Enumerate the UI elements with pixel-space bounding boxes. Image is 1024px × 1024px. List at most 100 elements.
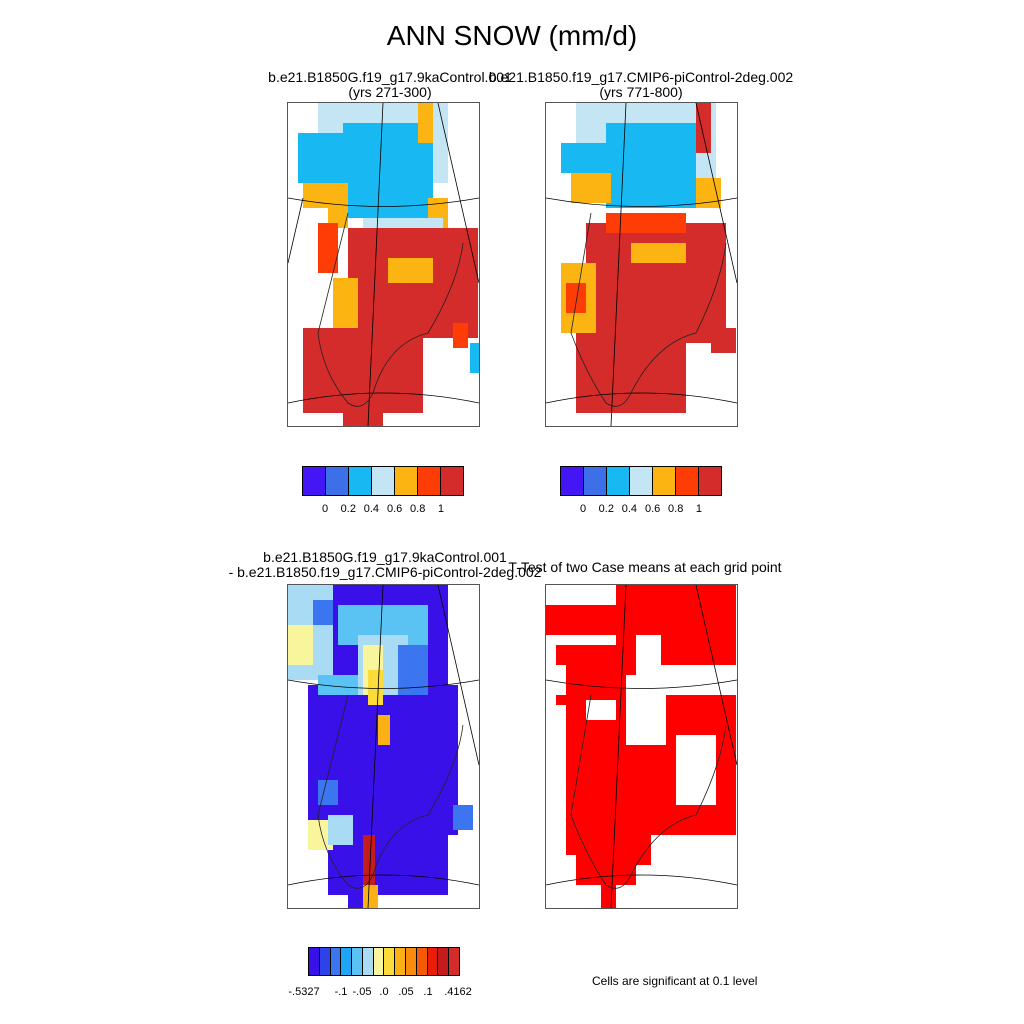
- colorbar-1-tick: 0: [322, 503, 329, 515]
- colorbar-box: [427, 948, 439, 975]
- colorbar-2-tick: 0: [580, 503, 587, 515]
- colorbar-box: [416, 948, 428, 975]
- cell: [453, 805, 473, 830]
- colorbar-box: [319, 948, 331, 975]
- colorbar-box: [561, 467, 584, 495]
- panel-3-map: [287, 584, 480, 909]
- colorbar-box: [699, 467, 721, 495]
- colorbar-3: -.5327 -.1 -.05 .0 .05 .1 .4162: [288, 947, 472, 1000]
- panel-2-title-line2: (yrs 771-800): [599, 84, 683, 100]
- cell: [318, 780, 338, 805]
- colorbar-3-tick: -.5327: [288, 986, 320, 998]
- colorbar-3-tick: .4162: [444, 986, 472, 998]
- cell: [368, 670, 383, 705]
- cell: [288, 625, 313, 665]
- colorbar-box: [395, 467, 418, 495]
- panel-3-cells: [288, 585, 473, 908]
- cell: [313, 600, 333, 625]
- nonsig-cell: [651, 835, 737, 908]
- colorbar-box: [341, 948, 353, 975]
- colorbar-box: [630, 467, 653, 495]
- colorbar-box: [372, 467, 395, 495]
- cell: [571, 173, 611, 203]
- colorbar-3-tick: -.1: [334, 986, 348, 998]
- cell: [388, 258, 433, 283]
- cell: [308, 685, 458, 835]
- cell: [566, 283, 586, 313]
- colorbar-box: [326, 467, 349, 495]
- colorbar-box: [349, 467, 372, 495]
- cell: [303, 328, 423, 413]
- colorbar-box: [384, 948, 396, 975]
- panel-4-svg: [546, 585, 737, 908]
- colorbar-1-tick: 1: [437, 503, 444, 515]
- main-title: ANN SNOW (mm/d): [386, 20, 638, 51]
- panel-3-title-line1: b.e21.B1850G.f19_g17.9kaControl.001: [263, 549, 507, 565]
- cell: [696, 103, 711, 153]
- nonsig-cell: [586, 700, 616, 720]
- significance-footnote: Cells are significant at 0.1 level: [592, 974, 758, 988]
- cell: [318, 675, 358, 695]
- nonsig-cell: [676, 735, 716, 805]
- panel-1-title: b.e21.B1850G.f19_g17.9kaControl.001 (yrs…: [220, 70, 560, 100]
- colorbar-3-tick: -.05: [352, 986, 372, 998]
- cell: [453, 323, 468, 348]
- colorbar-2-ticks: 0 0.2 0.4 0.6 0.8 1: [560, 503, 722, 517]
- panel-4-holes: [546, 635, 737, 908]
- colorbar-3-ticks: -.5327 -.1 -.05 .0 .05 .1 .4162: [288, 986, 471, 1000]
- sig-cell: [546, 605, 616, 635]
- colorbar-2-tick: 1: [695, 503, 702, 515]
- panel-2-cells: [561, 103, 736, 413]
- colorbar-3-tick: .05: [398, 986, 414, 998]
- colorbar-3-boxes: [308, 947, 460, 976]
- panel-1-title-line2: (yrs 271-300): [348, 84, 432, 100]
- colorbar-2-tick: 0.2: [598, 503, 614, 515]
- panel-4-cells: [546, 585, 736, 908]
- cell: [470, 343, 479, 373]
- colorbar-box: [676, 467, 699, 495]
- colorbar-1-ticks: 0 0.2 0.4 0.6 0.8 1: [302, 503, 464, 517]
- panel-1-cells: [298, 103, 479, 426]
- cell: [378, 715, 390, 745]
- colorbar-box: [352, 948, 363, 975]
- panel-4-title: T-Test of two Case means at each grid po…: [480, 560, 810, 575]
- colorbar-1-tick: 0.4: [363, 503, 380, 515]
- cell: [631, 243, 686, 263]
- colorbar-box: [362, 948, 374, 975]
- colorbar-1-boxes: [302, 466, 464, 496]
- panel-4-map: [545, 584, 738, 909]
- sig-cell: [631, 835, 651, 865]
- colorbar-box: [441, 467, 463, 495]
- colorbar-box: [395, 948, 407, 975]
- panel-1-title-line1: b.e21.B1850G.f19_g17.9kaControl.001: [268, 69, 512, 85]
- sig-cell: [576, 845, 636, 885]
- colorbar-box: [303, 467, 326, 495]
- cell: [363, 885, 378, 908]
- colorbar-box: [607, 467, 630, 495]
- nonsig-cell: [636, 635, 661, 670]
- colorbar-1-tick: 0.8: [410, 503, 426, 515]
- cell: [711, 328, 736, 353]
- panel-2-title: b.e21.B1850.f19_g17.CMIP6-piControl-2deg…: [471, 70, 811, 100]
- colorbar-box: [330, 948, 342, 975]
- panel-2-map: [545, 102, 738, 427]
- panel-2-svg: [546, 103, 737, 426]
- colorbar-2-boxes: [560, 466, 722, 496]
- colorbar-1-tick: 0.2: [340, 503, 356, 515]
- nonsig-cell: [546, 855, 571, 908]
- cell: [303, 183, 348, 208]
- cell: [348, 885, 363, 908]
- cell: [418, 103, 433, 143]
- cell: [298, 133, 343, 183]
- colorbar-box: [449, 948, 459, 975]
- colorbar-2: 0 0.2 0.4 0.6 0.8 1: [560, 466, 722, 517]
- nonsig-cell: [546, 665, 566, 695]
- panel-3-svg: [288, 585, 479, 908]
- cell: [318, 223, 338, 273]
- cell: [328, 815, 353, 845]
- colorbar-box: [584, 467, 607, 495]
- colorbar-box: [309, 948, 320, 975]
- panel-3-title-line2: - b.e21.B1850.f19_g17.CMIP6-piControl-2d…: [228, 564, 542, 580]
- cell: [606, 213, 686, 233]
- nonsig-cell: [626, 675, 666, 745]
